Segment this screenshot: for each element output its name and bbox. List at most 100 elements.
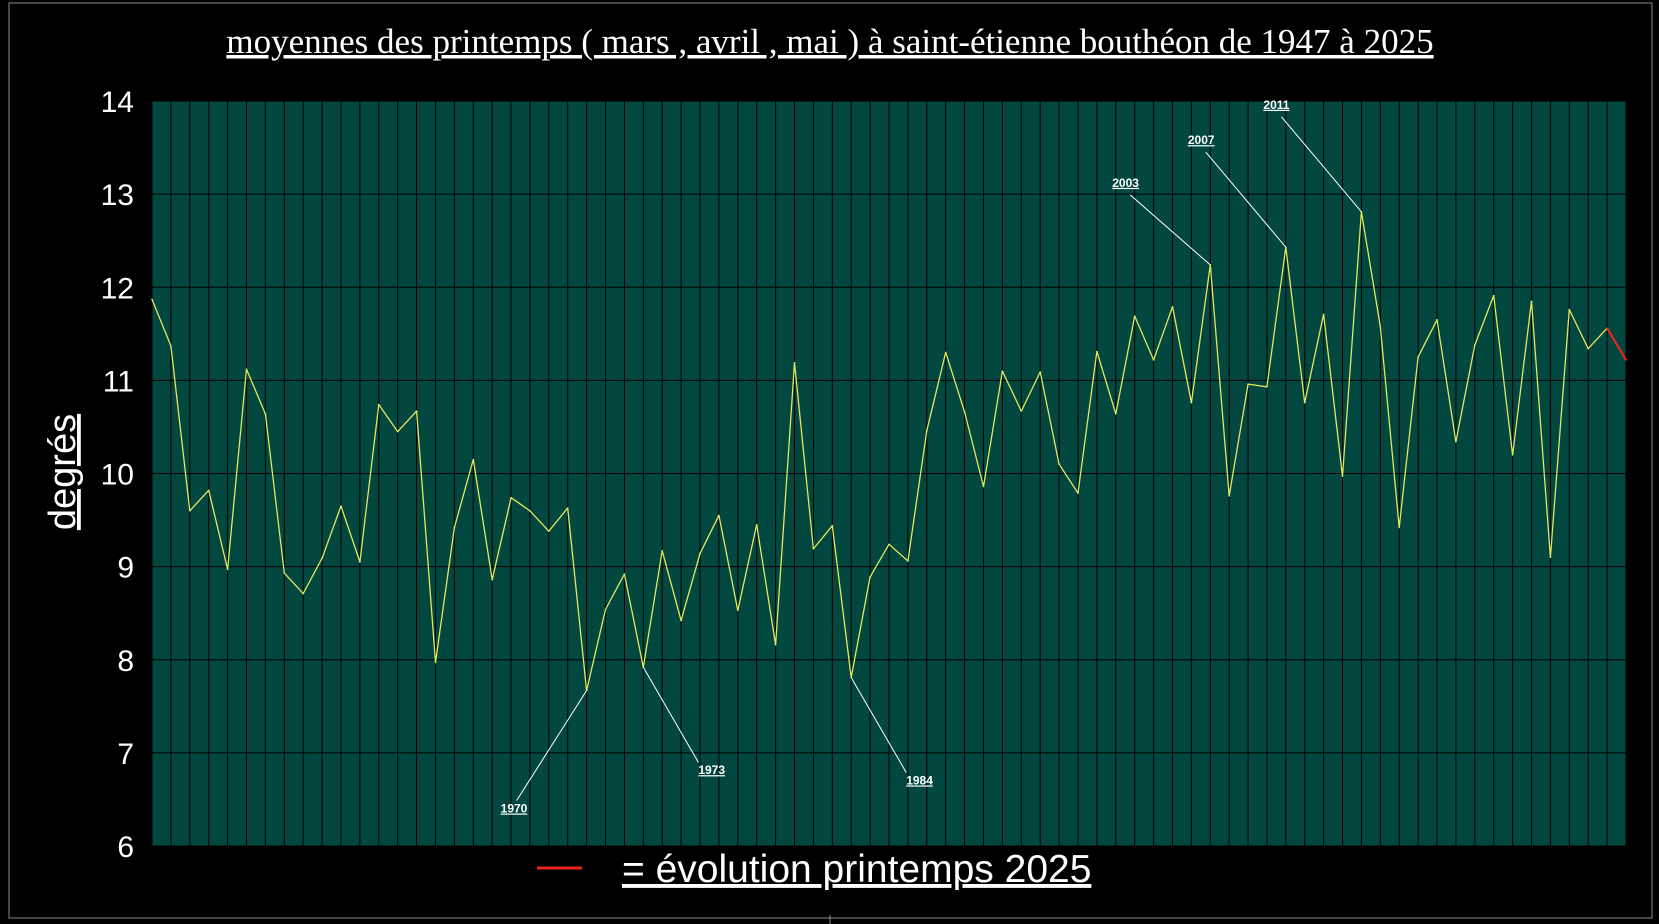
data-point [888,543,890,546]
data-point [415,410,418,412]
data-point [1341,475,1344,478]
data-point [1133,315,1136,317]
y-tick-label: 13 [101,179,134,212]
y-tick-label: 8 [117,645,134,678]
data-point [1190,401,1193,404]
data-point [548,530,550,532]
data-point [207,489,210,492]
data-point [1474,344,1476,346]
annotations: 1970 1973 1984 2003 2007 2011 [501,98,1362,815]
data-point [340,505,342,507]
data-point [472,458,475,461]
data-point [359,561,361,563]
data-point [982,485,985,488]
data-point [926,429,928,432]
data-point [1039,371,1041,373]
data-point [774,644,777,646]
data-point [170,345,172,347]
data-point [793,361,796,364]
data-point [1436,319,1438,321]
annotation-label: 1973 [698,763,725,777]
annotation-label: 1970 [501,801,528,815]
data-point [1398,526,1400,529]
data-point [1058,463,1060,466]
data-point [491,578,494,581]
annotation-leader [1129,194,1211,266]
data-point [907,560,909,562]
data-point [623,573,626,575]
data-point [1379,325,1382,328]
annotation-leader [642,666,699,763]
data-point [1549,556,1552,559]
chart-title: moyennes des printemps ( mars , avril , … [226,22,1433,61]
data-point [302,592,305,595]
data-point [396,430,399,433]
y-tick-label: 7 [117,738,134,771]
data-point [264,413,267,415]
data-point [831,524,834,527]
data-point [1152,359,1155,361]
data-point [699,552,701,555]
data-point [1417,356,1419,358]
series-lines [151,211,1627,692]
data-point [1001,370,1004,372]
data-point [566,507,569,509]
data-point [812,548,815,550]
data-point [1096,350,1098,353]
data-point [1266,386,1268,388]
annotation-leader [516,690,588,801]
y-axis-label: degrés [42,414,84,530]
y-axis-tick-labels: 6 7 8 9 10 11 12 13 14 [101,86,134,864]
data-point [1247,383,1249,385]
data-point [1228,495,1230,497]
data-point [1587,347,1589,350]
y-tick-label: 10 [101,459,134,492]
data-point [245,368,248,371]
data-point [661,550,663,552]
y-tick-label: 9 [117,552,134,585]
data-point [1171,306,1174,308]
data-point [944,351,947,354]
data-point [453,526,456,529]
data-point [737,609,739,612]
data-point [604,608,607,611]
data-point [1625,359,1627,361]
y-tick-label: 12 [101,272,134,305]
data-point [869,576,871,578]
data-point [1606,327,1608,330]
data-point [680,619,682,622]
data-point [283,572,286,574]
annotation-label: 1984 [906,773,933,787]
annotation-leader [1205,151,1287,248]
y-tick-label: 11 [103,365,134,398]
data-point [1077,492,1079,494]
data-point [1322,313,1325,316]
data-point [510,496,512,499]
data-point [755,523,758,526]
data-point [1492,294,1495,297]
data-point [529,510,531,512]
annotation-leader [1281,116,1362,213]
data-point [1455,441,1457,443]
annotation-label: 2011 [1263,98,1289,112]
y-tick-label: 14 [101,86,134,119]
horizontal-gridlines [152,100,1626,847]
data-point [1020,410,1023,412]
annotation-label: 2003 [1112,176,1139,190]
legend-label: = évolution printemps 2025 [622,848,1091,891]
data-point [1303,401,1306,404]
data-point [321,557,323,559]
annotation-leader [850,677,907,773]
series-line-spring-means [151,211,1608,692]
data-point [718,514,720,517]
data-point [151,298,153,301]
data-point [189,510,191,512]
series-line-2025-evolution [1606,327,1627,361]
data-point [434,661,437,664]
data-point [963,411,966,413]
annotation-label: 2007 [1188,133,1215,147]
data-point [1568,308,1571,311]
data-point [226,568,229,571]
data-point [1511,454,1514,456]
